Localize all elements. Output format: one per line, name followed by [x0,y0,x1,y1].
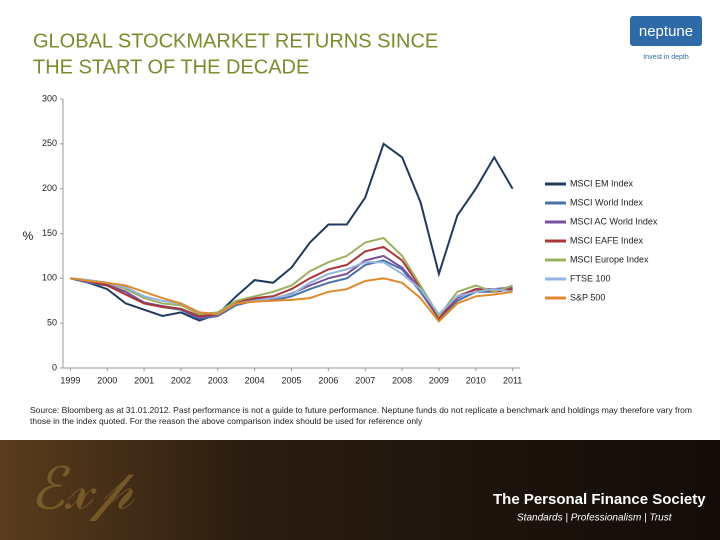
logo-tagline: Invest in depth [643,54,689,61]
legend-label: MSCI EM Index [570,178,634,188]
logo-box [630,16,702,46]
legend-label: FTSE 100 [570,273,611,283]
footer-title: The Personal Finance Society [493,491,706,508]
y-tick-label: 150 [42,228,57,238]
x-tick-label: 1999 [60,375,80,385]
footer-banner [0,440,720,540]
y-axis-label: % [23,229,34,243]
series-line [70,261,513,316]
x-tick-label: 2000 [97,375,117,385]
source-box: Source: Bloomberg as at 31.01.2012. Past… [30,405,692,426]
y-tick-label: 50 [47,318,57,328]
source: Source: Bloomberg as at 31.01.2012. Past… [30,405,692,426]
x-tick-label: 2008 [392,375,412,385]
x-tick-label: 2009 [429,375,449,385]
y-tick-label: 200 [42,183,57,193]
x-tick-label: 2002 [171,375,191,385]
x-tick-label: 2001 [134,375,154,385]
logo-name: neptune [639,23,693,40]
series-line [70,142,514,322]
x-tick-label: 2010 [466,375,486,385]
legend-label: MSCI World Index [570,197,643,207]
x-tick-label: 2007 [355,375,375,385]
footer-motto: Standards | Professionalism | Trust [517,513,673,524]
title: GLOBAL STOCKMARKET RETURNS SINCE THE STAR… [33,30,438,78]
y-tick-label: 300 [42,93,57,103]
y-tick-label: 0 [52,362,57,372]
legend-label: MSCI AC World Index [570,216,658,226]
x-tick-label: 2006 [318,375,338,385]
chart-title: THE START OF THE DECADE [33,56,309,78]
x-tick-label: 2003 [208,375,228,385]
series-line [70,245,513,321]
footer-art: ℰ𝓍𝓅 [30,456,135,521]
legend-label: MSCI EAFE Index [570,235,644,245]
x-tick-label: 2005 [281,375,301,385]
y-tick-label: 250 [42,138,57,148]
series-line [70,277,513,323]
y-tick-label: 100 [42,273,57,283]
series-line [70,236,513,318]
x-tick-label: 2004 [245,375,265,385]
legend-label: S&P 500 [570,292,605,302]
legend-label: MSCI Europe Index [570,254,649,264]
x-tick-label: 2011 [503,375,522,385]
chart-title: GLOBAL STOCKMARKET RETURNS SINCE [33,30,438,52]
